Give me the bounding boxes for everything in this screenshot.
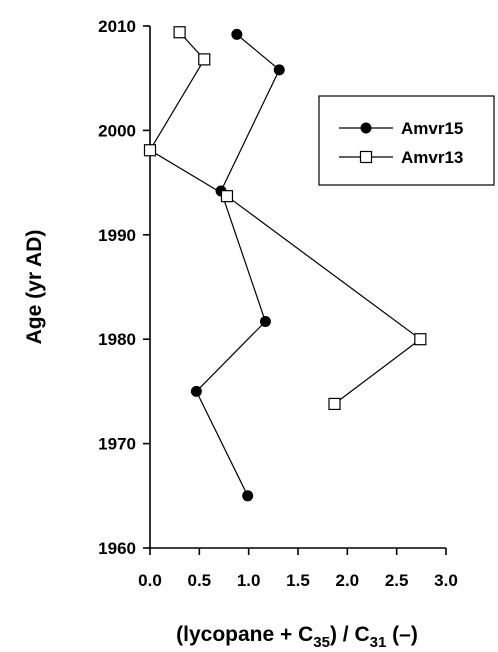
- data-point-amvr15: [231, 28, 243, 40]
- series-line-amvr13: [149, 31, 422, 405]
- x-axis-title-part: (–): [386, 623, 418, 646]
- legend-label-amvr15: Amvr15: [401, 119, 463, 138]
- series: [143, 26, 427, 502]
- x-tick-label: 0.0: [138, 571, 162, 590]
- x-tick-label: 0.5: [188, 571, 212, 590]
- x-tick-label: 2.0: [336, 571, 360, 590]
- x-axis-title-part: ) / C: [330, 623, 370, 646]
- data-point-amvr13: [220, 190, 234, 203]
- data-point-amvr13: [414, 333, 427, 346]
- ticks: 0.0 0.5 1.0 1.5 2.0 2.5 3.0 1960 1970 1980 1990 200…: [98, 17, 458, 590]
- y-tick-label: 1970: [98, 435, 136, 454]
- legend-label-amvr13: Amvr13: [401, 148, 463, 167]
- y-tick-label: 1960: [98, 539, 136, 558]
- y-axis-title: Age (yr AD): [23, 230, 46, 345]
- x-axis-title-subscript: 35: [313, 634, 330, 651]
- legend: Amvr15 Amvr13: [318, 95, 495, 186]
- y-tick-label: 2010: [98, 17, 136, 36]
- legend-box: [318, 95, 495, 186]
- x-axis-title-subscript: 31: [370, 634, 387, 651]
- y-tick-label: 1980: [98, 330, 136, 349]
- x-axis-title-part: (lycopane + C: [176, 623, 313, 646]
- x-tick-label: 1.5: [286, 571, 310, 590]
- x-tick-label: 3.0: [434, 571, 458, 590]
- x-tick-label: 2.5: [385, 571, 409, 590]
- x-tick-label: 1.0: [237, 571, 261, 590]
- y-tick-label: 1990: [98, 226, 136, 245]
- data-point-amvr15: [273, 64, 285, 76]
- y-tick-label: 2000: [98, 121, 136, 140]
- data-point-amvr13: [328, 397, 341, 411]
- data-point-amvr13: [173, 26, 186, 39]
- series-line-amvr15: [195, 33, 281, 497]
- legend-marker-amvr15: [360, 122, 372, 134]
- data-point-amvr15: [242, 490, 254, 502]
- data-point-amvr13: [143, 144, 157, 157]
- data-point-amvr15: [259, 315, 271, 327]
- x-axis-title: (lycopane + C35) / C31 (–): [176, 623, 418, 651]
- legend-marker-amvr13: [359, 150, 373, 164]
- data-point-amvr13: [198, 53, 211, 66]
- data-point-amvr15: [190, 385, 202, 397]
